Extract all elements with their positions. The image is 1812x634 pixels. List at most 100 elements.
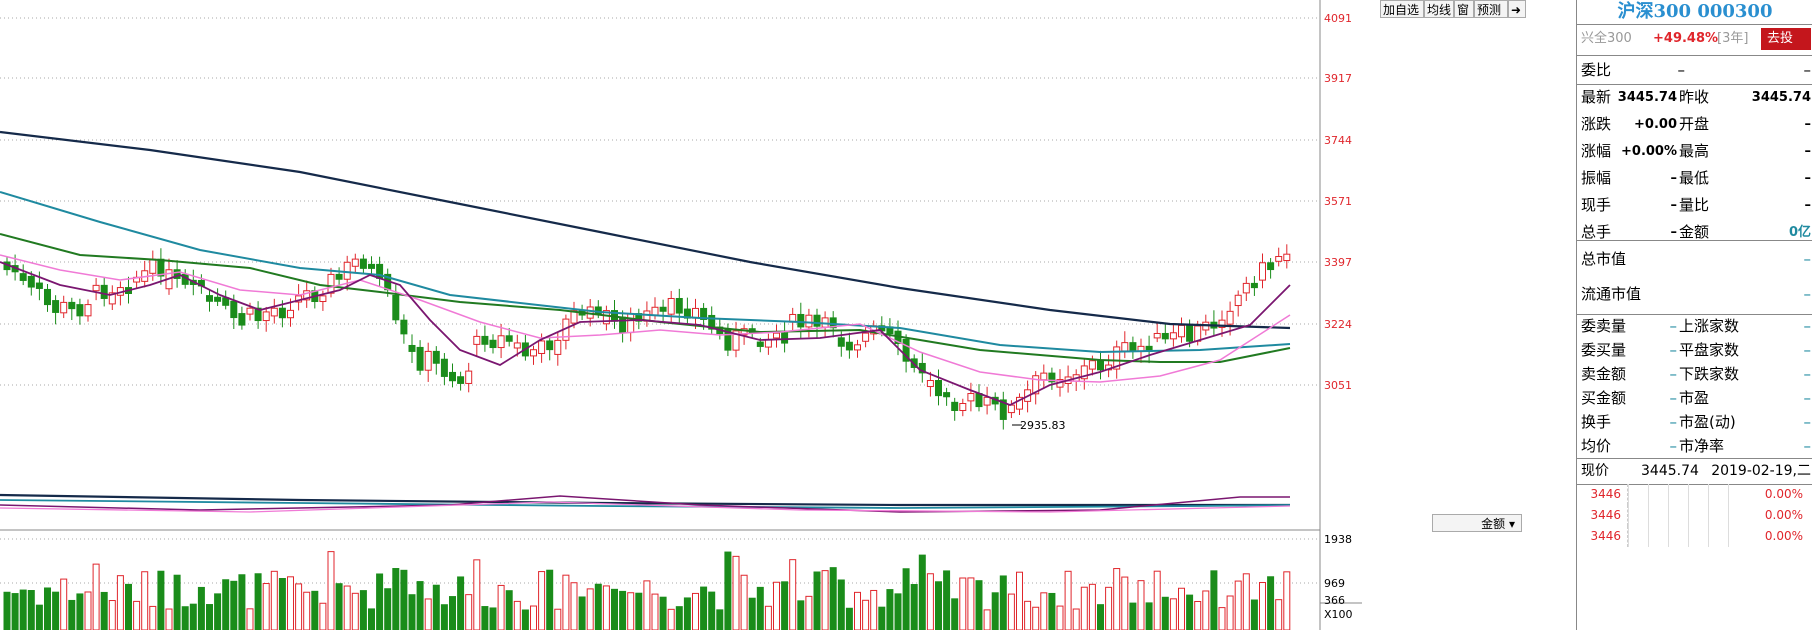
volume-bar [173,574,181,631]
candle-body [287,309,294,319]
volume-bar [983,609,991,631]
candle-body [1032,375,1040,395]
volume-bar [376,573,384,631]
volume-bar [84,591,92,631]
candle-body [619,316,627,334]
tick-date: 2019-02-19,二 [1711,463,1811,479]
add-watchlist-button[interactable]: 加自选 [1380,0,1424,18]
volume-bar [999,575,1007,631]
volume-bar [1007,593,1015,631]
volume-bar [287,576,294,631]
candle-body [230,300,238,319]
tick-grid [1627,526,1748,547]
quote-label: 最新 [1581,88,1612,106]
quote-label: 涨幅 [1581,142,1612,160]
candle-body [465,370,473,384]
volume-bar [432,584,440,631]
volume-bar [157,570,165,631]
kline-svg[interactable]: 4091 3917 3744 3571 3397 3224 3051 1938 969 366X1… [0,0,1524,631]
candle-body [246,307,254,315]
candle-body [408,344,416,352]
volume-bar [197,586,205,631]
volume-bar [635,592,643,631]
candle-body [700,307,708,320]
volume-bar [1056,605,1064,631]
volume-bar [343,585,351,631]
index-title: 沪深300 000300 [1617,1,1773,22]
candle-body [108,292,116,305]
price-axis-label: 3051 [1324,379,1352,392]
volume-bar [991,592,999,631]
quote-label: 量比 [1679,196,1710,214]
volume-bar [878,606,886,631]
volume-bar [295,583,303,631]
quote-row: 涨幅 +0.00% 最高 – [1581,138,1811,165]
candle-body [594,306,602,314]
candle-body [959,403,967,411]
tick-row: 3446 0.00% [1581,505,1811,526]
volume-bar [246,608,254,631]
candle-body [1007,404,1015,414]
tick-row-price: 3446 [1590,508,1621,522]
exit-arrow-icon[interactable]: ➜ [1508,0,1526,18]
window-button[interactable]: 窗 [1454,0,1474,18]
invest-button[interactable]: 去投资 [1761,28,1811,68]
volume-bar [764,605,772,631]
candle-body [335,273,343,280]
tick-label: 现价 [1581,463,1609,479]
volume-bar [611,588,618,631]
market-cap-label: 总市值 [1581,250,1627,268]
volume-bar [125,583,132,631]
volume-bar [602,585,610,631]
volume-bar [368,608,375,631]
ma-button[interactable]: 均线 [1424,0,1454,18]
candle-body [60,301,68,314]
volume-bar [781,581,789,631]
volume-bar [359,590,367,631]
candle-body [975,393,983,408]
volume-bar [116,575,124,631]
volume-bar [1242,573,1250,631]
volume-bar [1283,571,1291,631]
fund-ad[interactable]: 兴全300 +49.48% [3年] 去投资 [1581,24,1811,68]
quote-label: 金额 [1679,223,1710,241]
candle-body [351,258,359,267]
volume-bar [805,595,813,631]
volume-bars [3,551,1291,631]
kline-chart[interactable]: 4091 3917 3744 3571 3397 3224 3051 1938 969 366 X1… [0,0,1524,631]
candle-body [1283,253,1291,262]
volume-bar [975,580,983,631]
volume-bar [910,584,918,631]
stats-value: – [1803,365,1812,383]
candle-body [554,339,562,355]
stats-value: – [1803,317,1812,335]
candle-body [1121,342,1129,352]
forecast-button[interactable]: 预测 [1474,0,1508,18]
volume-bar [100,591,108,631]
stats-label: 买金额 [1581,389,1627,407]
tick-row: 3446 0.00% [1581,484,1811,505]
price-axis-label: 3744 [1324,134,1352,147]
volume-axis-label: 366 [1324,594,1345,607]
stats-label: 下跌家数 [1679,365,1740,383]
tick-price: 3445.74 [1641,463,1699,479]
stats-row: 换手 – 市盈(动) – [1581,410,1811,434]
volume-unit-label: X100 [1324,608,1353,621]
volume-bar [951,598,959,631]
volume-bar [1040,592,1048,631]
volume-bar [416,581,424,631]
volume-bar [935,581,942,631]
quote-value: 0亿 [1788,225,1811,240]
volume-bar [133,600,141,631]
volume-bar [902,568,910,631]
ma-line-purple [0,261,1291,406]
candle-body [740,328,748,336]
volume-bar [424,598,432,631]
volume-bar [1202,590,1210,631]
candle-body [440,358,448,377]
volume-bar [270,570,278,631]
quote-label: 总手 [1581,223,1612,241]
volume-bar [11,593,19,631]
volume-indicator-select[interactable]: 金额 ▾ [1432,514,1522,532]
candle-body [1040,372,1048,381]
